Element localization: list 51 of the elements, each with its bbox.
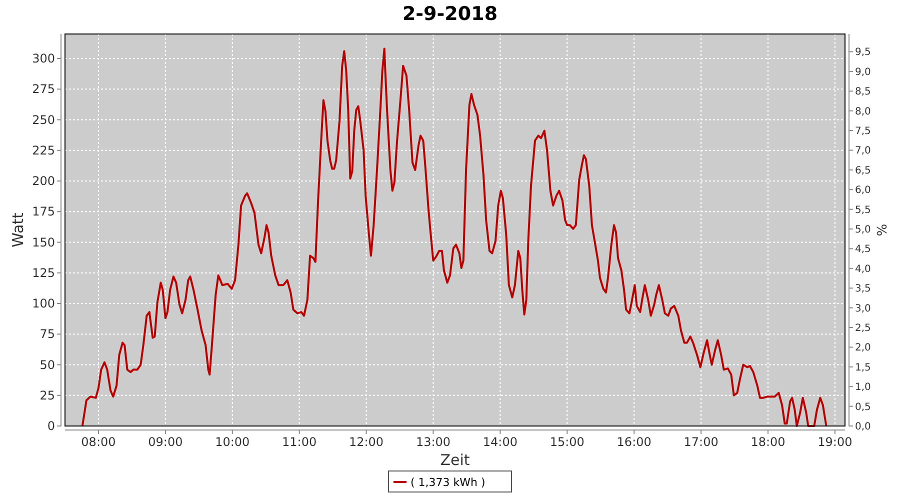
x-tick-label: 13:00 xyxy=(416,435,451,449)
y2-tick-label: 1,0 xyxy=(855,382,871,394)
y2-tick-label: 6,5 xyxy=(855,165,871,176)
y2-tick-label: 1,5 xyxy=(855,362,871,374)
y2-tick-label: 2,5 xyxy=(855,323,871,334)
y2-tick-label: 9,0 xyxy=(855,66,871,78)
y-tick-label: 150 xyxy=(32,235,55,250)
y-tick-label: 175 xyxy=(32,204,55,219)
x-tick-label: 10:00 xyxy=(215,435,250,449)
x-tick-label: 15:00 xyxy=(550,435,584,449)
y-tick-label: 300 xyxy=(32,52,55,66)
y2-tick-label: 7,0 xyxy=(855,146,871,157)
x-tick-label: 18:00 xyxy=(750,435,786,449)
x-tick-label: 14:00 xyxy=(482,435,518,449)
chart-title: 2-9-2018 xyxy=(402,3,498,25)
x-tick-label: 19:00 xyxy=(818,435,852,449)
x-tick-label: 09:00 xyxy=(148,435,183,449)
x-axis-title: Zeit xyxy=(440,451,470,469)
y-tick-label: 275 xyxy=(32,82,55,96)
x-tick-label: 08:00 xyxy=(81,435,116,449)
y-tick-label: 25 xyxy=(40,388,55,402)
y2-tick-label: 4,0 xyxy=(855,264,871,275)
legend-label: ( 1,373 kWh ) xyxy=(410,476,486,489)
y2-tick-label: 5,0 xyxy=(855,224,871,236)
y2-tick-label: 8,5 xyxy=(855,86,871,98)
y2-tick-label: 6,0 xyxy=(855,185,871,196)
y2-tick-label: 4,5 xyxy=(855,244,871,256)
x-tick-label: 17:00 xyxy=(684,435,718,449)
y2-tick-label: 3,0 xyxy=(855,303,871,314)
y2-tick-label: 3,5 xyxy=(855,284,871,295)
y2-tick-label: 8,0 xyxy=(855,106,871,118)
y-tick-label: 0 xyxy=(47,419,55,433)
x-tick-label: 11:00 xyxy=(282,435,317,449)
y-tick-label: 100 xyxy=(32,296,55,310)
y2-tick-label: 2,0 xyxy=(855,342,871,354)
x-tick-label: 16:00 xyxy=(616,435,652,449)
y2-tick-label: 5,5 xyxy=(855,204,871,216)
x-tick-label: 12:00 xyxy=(348,435,384,449)
line-series xyxy=(81,48,828,427)
y-tick-label: 75 xyxy=(40,327,55,342)
y-tick-label: 200 xyxy=(32,174,55,188)
y-tick-label: 250 xyxy=(32,112,55,127)
y-tick-label: 125 xyxy=(32,266,55,280)
y2-tick-label: 0,0 xyxy=(855,422,871,432)
y2-tick-label: 0,5 xyxy=(855,402,871,413)
y-tick-label: 225 xyxy=(32,143,55,158)
y-axis-title: Watt xyxy=(9,212,27,248)
y2-tick-label: 9,5 xyxy=(855,47,871,58)
y-tick-label: 50 xyxy=(40,358,55,372)
y2-axis-title: % xyxy=(873,224,888,236)
y2-tick-label: 7,5 xyxy=(855,126,871,138)
